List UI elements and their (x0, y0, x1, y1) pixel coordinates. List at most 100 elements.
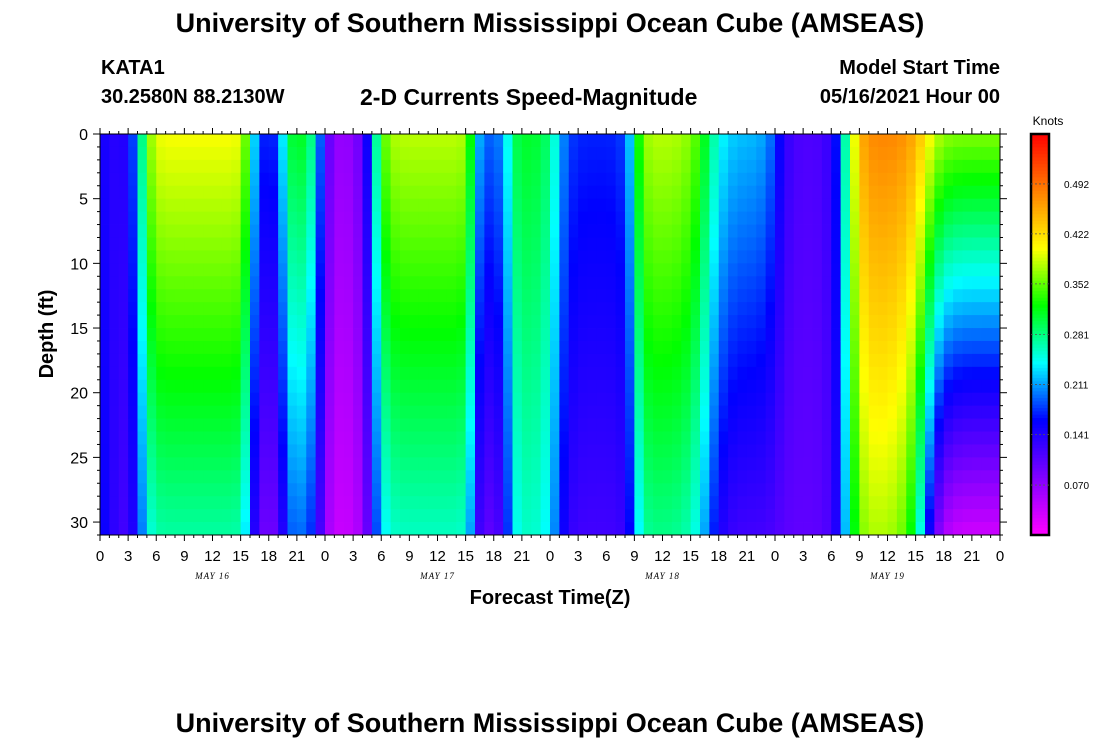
heatmap-cell (587, 509, 598, 523)
heatmap-cell (765, 444, 776, 458)
heatmap-cell (475, 250, 485, 264)
heatmap-cell (737, 263, 748, 277)
heatmap-cell (587, 457, 598, 471)
heatmap-cell (587, 431, 598, 445)
heatmap-cell (287, 457, 298, 471)
heatmap-cell (615, 340, 626, 355)
heatmap-cell (906, 483, 917, 497)
heatmap-cell (175, 289, 185, 303)
heatmap-cell (756, 289, 767, 303)
heatmap-cell (390, 263, 401, 277)
heatmap-cell (662, 134, 673, 148)
heatmap-cell (653, 237, 663, 251)
heatmap-cell (306, 263, 317, 277)
heatmap-cell (521, 379, 532, 394)
heatmap-cell (559, 457, 570, 471)
heatmap-cell (653, 366, 663, 381)
heatmap-cell (306, 276, 317, 290)
heatmap-cell (887, 418, 898, 432)
heatmap-cell (146, 444, 157, 458)
heatmap-cell (446, 198, 457, 213)
heatmap-cell (728, 159, 738, 174)
heatmap-cell (428, 418, 438, 432)
heatmap-cell (231, 185, 242, 200)
heatmap-cell (156, 392, 167, 407)
heatmap-cell (484, 315, 495, 329)
heatmap-cell (540, 353, 551, 368)
heatmap-cell (671, 185, 682, 200)
heatmap-cell (878, 172, 888, 187)
heatmap-cell (409, 522, 420, 536)
heatmap-cell (709, 483, 720, 497)
heatmap-cell (990, 185, 1001, 200)
heatmap-cell (943, 172, 954, 187)
heatmap-cell (578, 250, 588, 264)
heatmap-cell (503, 353, 513, 368)
colorbar-segment (1031, 354, 1049, 359)
heatmap-cell (446, 328, 457, 342)
heatmap-cell (268, 457, 279, 471)
heatmap-cell (756, 224, 767, 238)
heatmap-cell (484, 172, 495, 187)
heatmap-cell (878, 509, 888, 523)
heatmap-cell (896, 211, 907, 225)
heatmap-cell (128, 159, 138, 174)
heatmap-cell (493, 134, 504, 148)
heatmap-cell (943, 444, 954, 458)
heatmap-cell (268, 522, 279, 536)
heatmap-cell (128, 146, 138, 161)
heatmap-cell (353, 405, 363, 419)
heatmap-cell (981, 198, 992, 213)
heatmap-cell (531, 444, 542, 458)
heatmap-cell (409, 211, 420, 225)
heatmap-cell (118, 263, 129, 277)
heatmap-cell (362, 237, 373, 251)
heatmap-cell (943, 457, 954, 471)
colorbar-segment (1031, 314, 1049, 319)
heatmap-cell (409, 289, 420, 303)
heatmap-cell (381, 366, 392, 381)
heatmap-cell (156, 405, 167, 419)
heatmap-cell (756, 483, 767, 497)
heatmap-cell (137, 392, 148, 407)
x-tick-label: 21 (514, 548, 531, 565)
heatmap-cell (146, 509, 157, 523)
heatmap-cell (193, 496, 204, 510)
heatmap-cell (765, 509, 776, 523)
heatmap-cell (193, 457, 204, 471)
heatmap-cell (325, 159, 335, 174)
heatmap-cell (446, 159, 457, 174)
heatmap-cell (146, 237, 157, 251)
heatmap-cell (109, 134, 120, 148)
heatmap-cell (990, 366, 1001, 381)
heatmap-cell (428, 444, 438, 458)
heatmap-cell (437, 366, 448, 381)
heatmap-cell (465, 496, 476, 510)
heatmap-cell (540, 483, 551, 497)
heatmap-cell (718, 198, 729, 213)
heatmap-cell (240, 302, 251, 316)
heatmap-cell (831, 237, 842, 251)
heatmap-cell (915, 379, 926, 394)
heatmap-cell (184, 224, 195, 238)
heatmap-cell (156, 496, 167, 510)
heatmap-cell (465, 509, 476, 523)
heatmap-cell (484, 379, 495, 394)
heatmap-cell (512, 470, 523, 484)
heatmap-cell (793, 211, 804, 225)
heatmap-cell (784, 198, 795, 213)
heatmap-cell (521, 431, 532, 445)
heatmap-cell (831, 353, 842, 368)
heatmap-cell (296, 159, 307, 174)
heatmap-cell (100, 509, 110, 523)
heatmap-cell (343, 522, 354, 536)
heatmap-cell (540, 340, 551, 355)
heatmap-cell (165, 418, 176, 432)
heatmap-cell (315, 483, 326, 497)
heatmap-cell (690, 522, 701, 536)
heatmap-cell (718, 457, 729, 471)
heatmap-cell (662, 276, 673, 290)
heatmap-cell (128, 250, 138, 264)
heatmap-cell (137, 276, 148, 290)
